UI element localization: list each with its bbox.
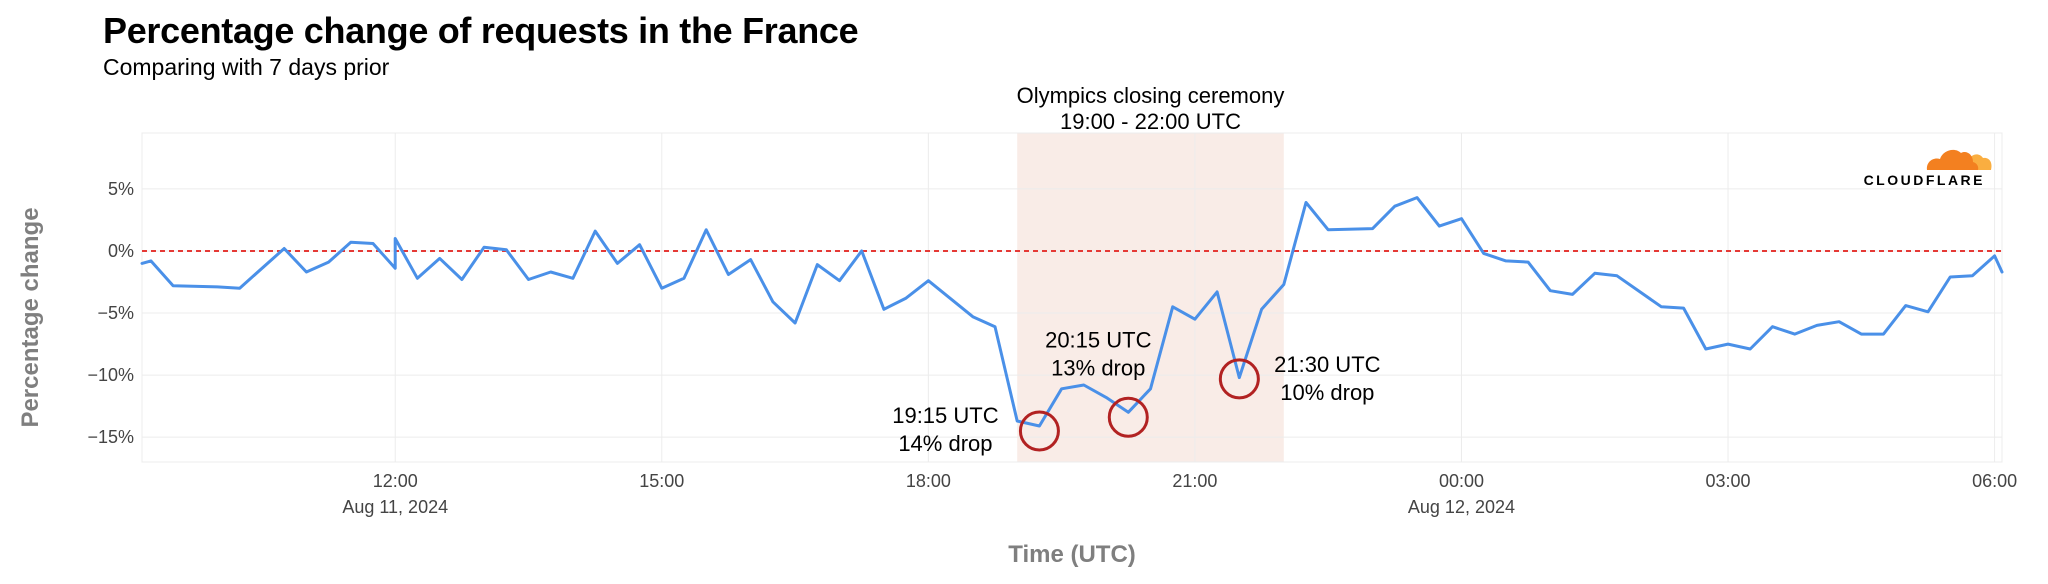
x-tick-label: 03:00 [1706,471,1751,491]
drop-marker [1107,396,1149,438]
x-tick-sublabel: Aug 11, 2024 [342,497,448,517]
x-tick-label: 06:00 [1972,471,2017,491]
annotation-time: 19:15 UTC [892,403,998,428]
logo-wordmark: CLOUDFLARE [1863,172,1985,188]
annotation-drop: 14% drop [898,431,992,456]
plot-frame [141,132,2003,463]
x-axis-title: Time (UTC) [1008,541,1136,568]
annotation-drop: 13% drop [1051,355,1145,380]
annotation-time: 21:30 UTC [1274,352,1380,377]
highlight-label-title: Olympics closing ceremony [1017,83,1285,108]
cloud-icon [1926,149,1992,170]
y-tick-label: 0% [108,241,134,261]
x-tick-label: 18:00 [906,471,951,491]
x-tick-label: 15:00 [639,471,684,491]
highlight-band [1017,133,1284,462]
annotation-drop: 10% drop [1280,380,1374,405]
cloudflare-logo: CLOUDFLARE [1855,138,1995,190]
y-tick-label: −5% [97,303,134,323]
y-axis-title: Percentage change [17,207,44,427]
y-tick-label: −10% [87,365,134,385]
x-tick-label: 21:00 [1172,471,1217,491]
highlight-label-time: 19:00 - 22:00 UTC [1060,109,1241,134]
chart-subtitle: Comparing with 7 days prior [103,54,390,80]
annotation-time: 20:15 UTC [1045,327,1151,352]
x-tick-label: 12:00 [373,471,418,491]
drop-marker [1218,358,1260,400]
x-tick-sublabel: Aug 12, 2024 [1408,497,1515,517]
series-line [140,196,2004,428]
y-tick-label: 5% [108,179,134,199]
x-tick-label: 00:00 [1439,471,1484,491]
y-tick-label: −15% [87,427,134,447]
drop-marker [1018,410,1060,452]
chart-title: Percentage change of requests in the Fra… [103,10,859,51]
